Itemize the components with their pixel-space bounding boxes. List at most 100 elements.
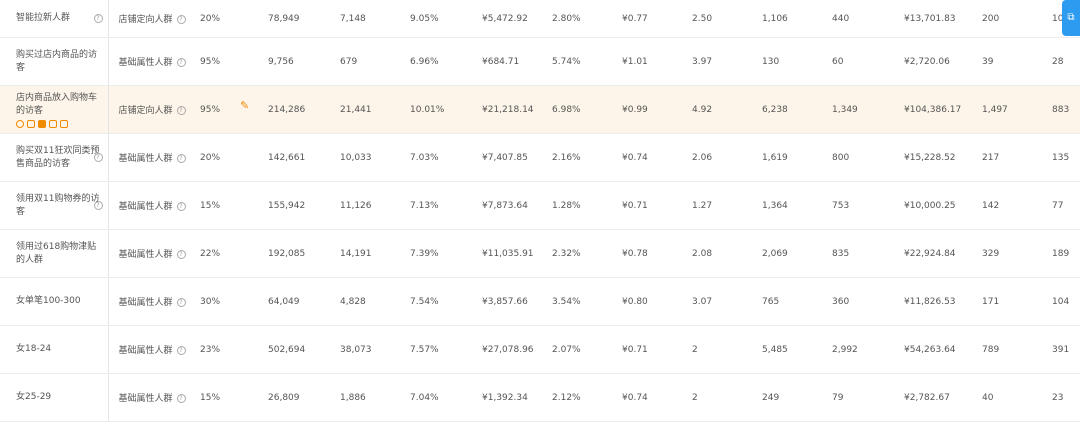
crowd-type-cell: 基础属性人群?: [108, 373, 200, 422]
crowd-name: 领用双11购物券的访客: [16, 193, 100, 217]
ctr-cell: 9.05%: [410, 0, 482, 38]
items-cell: 28: [1052, 37, 1080, 86]
fav-value: 1,364: [762, 200, 788, 211]
question-circle-icon[interactable]: ?: [176, 154, 186, 163]
cost-cell: ¥684.71: [482, 37, 552, 86]
gmv-value: ¥13,701.83: [904, 13, 956, 24]
visitors-cell: 192,085: [268, 229, 340, 278]
rate-cell: 5.74%: [552, 37, 622, 86]
premium-cell: 22%: [200, 229, 268, 278]
gmv-cell: ¥2,782.67: [904, 373, 982, 422]
gmv-cell: ¥22,924.84: [904, 229, 982, 278]
chart-icon[interactable]: [49, 119, 57, 128]
cart-value: 753: [832, 200, 850, 211]
gmv-value: ¥2,782.67: [904, 392, 950, 403]
items-cell: 391: [1052, 325, 1080, 374]
crowd-type: 基础属性人群: [118, 154, 173, 164]
crowd-name-cell: 智能拉新人群?: [0, 0, 109, 38]
gmv-cell: ¥104,386.17: [904, 85, 982, 134]
question-circle-icon[interactable]: ?: [93, 152, 103, 162]
crowd-type: 基础属性人群: [118, 58, 173, 68]
question-circle-icon[interactable]: ?: [176, 298, 186, 307]
visitors-cell: 78,949: [268, 0, 340, 38]
clicks-value: 11,126: [340, 200, 372, 211]
clicks-value: 679: [340, 56, 358, 67]
clicks-cell: 1,886: [340, 373, 410, 422]
table-row: 店内商品放入购物车的访客 店铺定向人群? 95% ✎ 214,286 21,441 10.0…: [0, 85, 1080, 134]
ctr-value: 7.13%: [410, 200, 439, 211]
cpc-cell: ¥0.78: [622, 229, 692, 278]
delete-icon[interactable]: [38, 119, 46, 128]
copy-icon[interactable]: [60, 119, 68, 128]
roi-cell: 3.97: [692, 37, 762, 86]
orders-cell: 200: [982, 0, 1052, 38]
cost-value: ¥7,873.64: [482, 200, 528, 211]
question-circle-icon[interactable]: ?: [176, 106, 186, 115]
question-circle-icon[interactable]: ?: [176, 202, 186, 211]
gmv-cell: ¥10,000.25: [904, 181, 982, 230]
roi-value: 2: [692, 344, 698, 355]
question-circle-icon[interactable]: ?: [176, 346, 186, 355]
premium-value: 22%: [200, 248, 221, 259]
cpc-cell: ¥0.80: [622, 277, 692, 326]
edit-pencil-icon[interactable]: ✎: [240, 98, 250, 112]
document-icon[interactable]: [27, 119, 35, 128]
gmv-cell: ¥2,720.06: [904, 37, 982, 86]
roi-value: 3.97: [692, 56, 713, 67]
table-row: 智能拉新人群? 店铺定向人群? 20% 78,949 7,148 9.05% ¥5,472.…: [0, 0, 1080, 38]
items-cell: 189: [1052, 229, 1080, 278]
visitors-value: 192,085: [268, 248, 306, 259]
crowd-type: 基础属性人群: [118, 298, 173, 308]
fav-cell: 130: [762, 37, 832, 86]
cart-cell: 440: [832, 0, 904, 38]
cost-value: ¥21,218.14: [482, 104, 534, 115]
ctr-value: 7.04%: [410, 392, 439, 403]
question-circle-icon[interactable]: ?: [176, 250, 186, 259]
rate-cell: 2.80%: [552, 0, 622, 38]
question-circle-icon[interactable]: ?: [93, 13, 103, 23]
items-value: 23: [1052, 392, 1064, 403]
rate-cell: 1.28%: [552, 181, 622, 230]
cpc-value: ¥1.01: [622, 56, 648, 67]
cpc-cell: ¥0.71: [622, 325, 692, 374]
visitors-value: 214,286: [268, 104, 306, 115]
question-circle-icon[interactable]: ?: [93, 200, 103, 210]
question-circle-icon[interactable]: ?: [176, 58, 186, 67]
cart-cell: 60: [832, 37, 904, 86]
orders-value: 171: [982, 296, 1000, 307]
premium-value: 20%: [200, 152, 221, 163]
cart-cell: 79: [832, 373, 904, 422]
table-row: 领用双11购物券的访客? 基础属性人群? 15% 155,942 11,126 7.13%…: [0, 181, 1080, 230]
crowd-name: 智能拉新人群: [16, 13, 71, 23]
rate-cell: 2.16%: [552, 133, 622, 182]
clicks-value: 7,148: [340, 13, 366, 24]
premium-cell: 23%: [200, 325, 268, 374]
items-value: 391: [1052, 344, 1070, 355]
fav-value: 2,069: [762, 248, 788, 259]
cpc-cell: ¥0.74: [622, 373, 692, 422]
cart-value: 440: [832, 13, 850, 24]
clicks-cell: 679: [340, 37, 410, 86]
side-panel-tab-icon: ⧉: [1067, 12, 1075, 23]
cpc-cell: ¥0.74: [622, 133, 692, 182]
question-circle-icon[interactable]: ?: [176, 15, 186, 24]
pause-icon[interactable]: [16, 119, 24, 128]
crowd-name-cell: 购买双11狂欢同类预售商品的访客?: [0, 133, 109, 182]
crowd-type: 基础属性人群: [118, 202, 173, 212]
cpc-value: ¥0.71: [622, 200, 648, 211]
question-circle-icon[interactable]: ?: [176, 394, 186, 403]
cart-cell: 360: [832, 277, 904, 326]
premium-cell: 30%: [200, 277, 268, 326]
clicks-value: 21,441: [340, 104, 372, 115]
orders-cell: 217: [982, 133, 1052, 182]
ctr-value: 7.54%: [410, 296, 439, 307]
side-panel-button[interactable]: ⧉: [1062, 0, 1080, 36]
crowd-name: 女单笔100-300: [16, 296, 81, 306]
items-value: 883: [1052, 104, 1070, 115]
items-cell: 23: [1052, 373, 1080, 422]
table-row: 女25-29 基础属性人群? 15% 26,809 1,886 7.04% ¥1,392.3…: [0, 373, 1080, 422]
cost-value: ¥27,078.96: [482, 344, 534, 355]
fav-cell: 6,238: [762, 85, 832, 134]
cpc-value: ¥0.74: [622, 152, 648, 163]
